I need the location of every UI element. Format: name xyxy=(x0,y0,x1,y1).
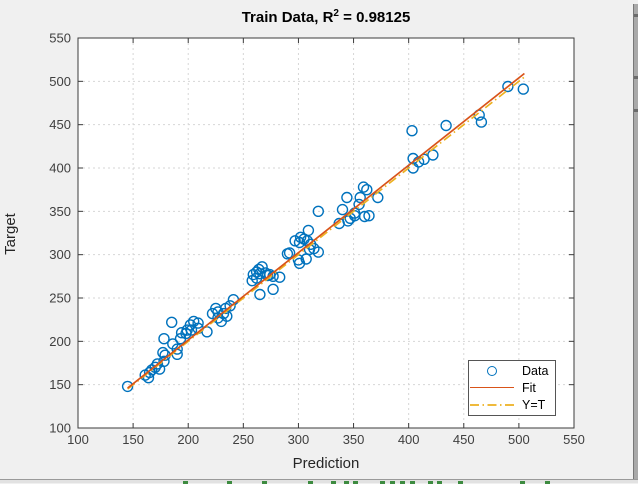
x-tick-label: 350 xyxy=(343,432,365,447)
data-point xyxy=(302,224,315,237)
data-point xyxy=(256,261,268,273)
x-axis-label: Prediction xyxy=(292,455,360,472)
y-tick-label: 400 xyxy=(49,161,71,176)
data-point xyxy=(312,246,324,258)
data-point xyxy=(353,198,365,211)
background-window-right-edge xyxy=(633,4,638,483)
data-point xyxy=(151,358,164,370)
data-point xyxy=(354,191,366,204)
data-point xyxy=(361,183,373,196)
y-tick-label: 150 xyxy=(49,377,71,392)
data-point xyxy=(363,209,375,222)
y-tick-label: 350 xyxy=(49,204,71,219)
legend-label-yt: Y=T xyxy=(522,397,546,412)
data-point xyxy=(158,333,170,345)
yt-line xyxy=(127,76,525,390)
chart-title: Train Data, R2 = 0.98125 xyxy=(78,8,574,30)
data-point xyxy=(358,210,371,223)
y-tick-label: 250 xyxy=(49,291,71,306)
y-tick-label: 300 xyxy=(49,247,71,262)
x-tick-label: 550 xyxy=(563,432,585,447)
window-edge-mark xyxy=(634,14,638,17)
data-point xyxy=(283,247,296,259)
data-point xyxy=(254,288,266,301)
data-point xyxy=(165,316,178,328)
x-tick-label: 500 xyxy=(508,432,530,447)
data-point xyxy=(217,307,230,320)
legend-label-data: Data xyxy=(522,364,549,379)
x-tick-label: 450 xyxy=(453,432,475,447)
background-window-bottom-sliver xyxy=(0,479,638,484)
chart-title-suffix: = 0.98125 xyxy=(338,9,411,26)
data-point xyxy=(157,346,169,359)
data-point xyxy=(267,283,279,295)
chart-title-superscript: 2 xyxy=(333,8,339,19)
data-point xyxy=(171,343,183,355)
x-tick-label: 300 xyxy=(288,432,310,447)
x-tick-label: 200 xyxy=(177,432,199,447)
yt-dash-dot-line-icon xyxy=(469,403,515,407)
legend-box[interactable]: Data Fit Y=T xyxy=(468,360,556,416)
data-point xyxy=(224,300,236,312)
data-point xyxy=(312,205,324,218)
fit-line-icon xyxy=(469,387,515,389)
x-tick-label: 100 xyxy=(67,432,89,447)
chart-title-prefix: Train Data, R xyxy=(241,9,334,26)
y-tick-label: 550 xyxy=(49,31,71,46)
data-point xyxy=(274,271,286,283)
data-point xyxy=(158,355,170,367)
data-point xyxy=(475,116,488,128)
x-tick-label: 400 xyxy=(398,432,420,447)
y-tick-label: 100 xyxy=(49,421,71,436)
x-tick-label: 250 xyxy=(232,432,254,447)
window-edge-mark xyxy=(634,109,638,112)
data-point xyxy=(341,191,353,204)
y-axis-label: Target xyxy=(2,213,19,255)
window-edge-mark xyxy=(634,76,638,79)
data-point xyxy=(336,203,349,216)
fit-line xyxy=(127,72,525,389)
legend-item-fit[interactable]: Fit xyxy=(469,380,555,396)
y-tick-label: 500 xyxy=(49,74,71,89)
legend-item-yt[interactable]: Y=T xyxy=(469,397,555,413)
data-point xyxy=(502,80,514,93)
data-point xyxy=(357,181,370,193)
data-point xyxy=(253,263,265,276)
data-point xyxy=(517,83,529,95)
legend-label-fit: Fit xyxy=(522,380,536,395)
data-circle-icon xyxy=(469,366,515,377)
y-tick-label: 450 xyxy=(49,117,71,132)
data-point xyxy=(192,317,204,329)
data-point xyxy=(121,380,134,393)
data-point xyxy=(406,124,418,137)
data-point xyxy=(440,119,452,132)
legend-item-data[interactable]: Data xyxy=(469,363,555,379)
x-tick-label: 150 xyxy=(122,432,144,447)
data-point xyxy=(185,324,198,336)
y-tick-label: 200 xyxy=(49,334,71,349)
